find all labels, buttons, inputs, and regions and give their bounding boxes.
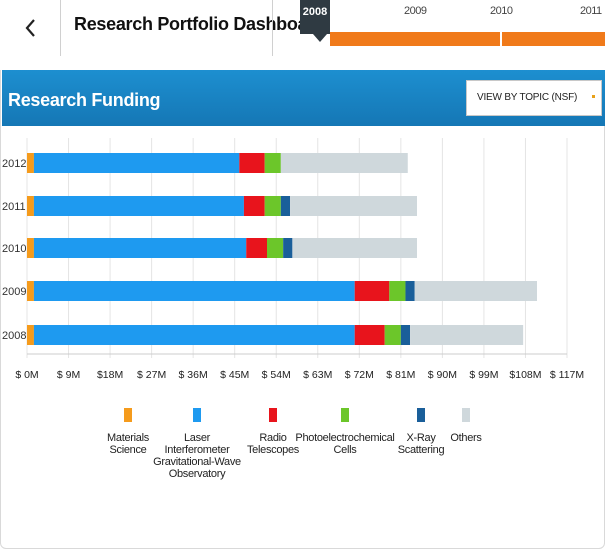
- x-tick-label: $108M: [509, 369, 541, 381]
- legend-item[interactable]: X-Ray Scattering: [361, 408, 481, 456]
- y-tick-label: 2011: [2, 201, 26, 213]
- bar-segment[interactable]: [27, 325, 34, 345]
- x-tick-label: $ 27M: [137, 369, 166, 381]
- legend-label: Cells: [333, 444, 357, 456]
- chevron-left-icon: [25, 19, 35, 37]
- x-tick-label: $ 117M: [550, 369, 584, 381]
- x-tick-label: $ 72M: [345, 369, 374, 381]
- x-tick-label: $ 54M: [262, 369, 291, 381]
- y-tick-label: 2009: [2, 286, 26, 298]
- x-tick-label: $ 81M: [386, 369, 415, 381]
- funding-chart: 2012 2011 2010 2009 2008 $ 0M $ 9M $18M $ 27M $ 3…: [0, 126, 609, 396]
- bar-segment[interactable]: [243, 196, 265, 216]
- view-by-topic-dropdown[interactable]: VIEW BY TOPIC (NSF): [466, 80, 602, 116]
- bar-segment[interactable]: [280, 153, 408, 173]
- green-swatch: [341, 408, 349, 422]
- bar-segment[interactable]: [33, 325, 355, 345]
- header-divider: [272, 0, 273, 56]
- x-tick-label: $ 90M: [428, 369, 457, 381]
- bar-segment[interactable]: [33, 153, 240, 173]
- year-timeline[interactable]: 2009 2010 2011 2008: [300, 0, 609, 56]
- bar-segment[interactable]: [389, 281, 406, 301]
- selected-year-label: 2008: [302, 6, 328, 18]
- bar-segment[interactable]: [280, 196, 291, 216]
- y-tick-label: 2008: [2, 330, 26, 342]
- bar-segment[interactable]: [354, 325, 385, 345]
- bar-segment[interactable]: [27, 281, 34, 301]
- timeline-tick: [500, 32, 502, 46]
- legend-label: Science: [109, 444, 147, 456]
- page-title: Research Portfolio Dashboard: [74, 14, 325, 34]
- bar-segment[interactable]: [239, 153, 265, 173]
- legend-item[interactable]: Laser Interferometer Gravitational-Wave Obs…: [137, 408, 257, 480]
- timeline-year-2009[interactable]: 2009: [404, 5, 427, 17]
- timeline-selected-year[interactable]: 2008: [300, 0, 330, 34]
- legend-label: Photoelectrochemical: [295, 432, 395, 444]
- dropdown-caret-icon: [592, 95, 595, 98]
- bar-segment[interactable]: [33, 281, 355, 301]
- blue-swatch: [193, 408, 201, 422]
- orange-swatch: [124, 408, 132, 422]
- bar-segment[interactable]: [27, 196, 34, 216]
- bar-segment[interactable]: [400, 325, 411, 345]
- bar-segment[interactable]: [292, 238, 417, 258]
- x-tick-label: $ 45M: [220, 369, 249, 381]
- navy-swatch: [417, 408, 425, 422]
- bar-segment[interactable]: [283, 238, 293, 258]
- legend-label: X-Ray: [406, 432, 436, 444]
- bar-segment[interactable]: [246, 238, 267, 258]
- legend-item[interactable]: Others: [406, 408, 526, 444]
- bar-segment[interactable]: [264, 153, 281, 173]
- back-button[interactable]: [0, 0, 61, 56]
- funding-chart-svg: 2012 2011 2010 2009 2008 $ 0M $ 9M $18M $ 27M $ 3…: [2, 138, 584, 381]
- x-tick-label: $ 0M: [15, 369, 38, 381]
- legend-label: Observatory: [168, 468, 226, 480]
- app-header: Research Portfolio Dashboard 2009 2010 2…: [0, 0, 609, 70]
- chart-legend: Materials Science Laser Interferometer Gravi…: [0, 408, 609, 518]
- bar-segment[interactable]: [264, 196, 281, 216]
- legend-label: Laser: [183, 432, 211, 444]
- timeline-year-2011[interactable]: 2011: [580, 5, 602, 17]
- legend-item[interactable]: Materials Science: [68, 408, 188, 456]
- legend-label: Radio: [259, 432, 287, 444]
- legend-label: Others: [450, 432, 482, 444]
- legend-label: Gravitational-Wave: [153, 456, 241, 468]
- timeline-bar[interactable]: [330, 32, 605, 46]
- bar-segment[interactable]: [33, 196, 244, 216]
- legend-label: Telescopes: [246, 444, 300, 456]
- red-swatch: [269, 408, 277, 422]
- legend-item[interactable]: Photoelectrochemical Cells: [285, 408, 405, 456]
- dropdown-label: VIEW BY TOPIC (NSF): [477, 92, 578, 103]
- x-tick-label: $ 9M: [57, 369, 80, 381]
- gray-swatch: [462, 408, 470, 422]
- bar-segment[interactable]: [290, 196, 417, 216]
- funding-panel-header: Research Funding VIEW BY TOPIC (NSF): [2, 70, 605, 126]
- panel-title: Research Funding: [8, 90, 161, 110]
- bar-segment[interactable]: [33, 238, 247, 258]
- x-tick-label: $ 63M: [303, 369, 332, 381]
- legend-label: Materials: [107, 432, 149, 444]
- bar-segment[interactable]: [354, 281, 390, 301]
- y-tick-label: 2010: [2, 243, 26, 255]
- timeline-year-2010[interactable]: 2010: [490, 5, 513, 17]
- bar-segment[interactable]: [384, 325, 401, 345]
- y-tick-label: 2012: [2, 158, 26, 170]
- legend-label: Interferometer: [164, 444, 230, 456]
- bar-segment[interactable]: [414, 281, 537, 301]
- x-tick-label: $18M: [97, 369, 123, 381]
- legend-item[interactable]: Radio Telescopes: [213, 408, 333, 456]
- bar-segment[interactable]: [27, 238, 34, 258]
- x-tick-label: $ 36M: [179, 369, 208, 381]
- bar-segment[interactable]: [267, 238, 284, 258]
- x-tick-label: $ 99M: [469, 369, 498, 381]
- bar-segment[interactable]: [405, 281, 415, 301]
- bar-segment[interactable]: [27, 153, 34, 173]
- timeline-pointer-icon: [313, 34, 327, 42]
- bar-segment[interactable]: [410, 325, 524, 345]
- legend-label: Scattering: [397, 444, 445, 456]
